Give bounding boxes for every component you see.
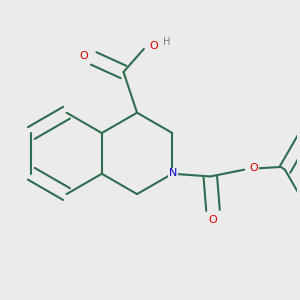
Text: O: O [80, 51, 88, 61]
Text: O: O [208, 215, 217, 225]
Text: H: H [163, 37, 171, 47]
Text: O: O [249, 163, 258, 173]
Text: N: N [169, 168, 177, 178]
Text: O: O [149, 41, 158, 51]
